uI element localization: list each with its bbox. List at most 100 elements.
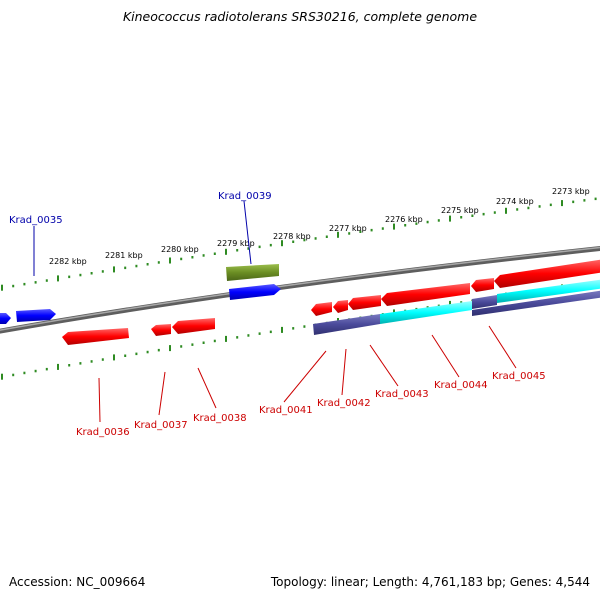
lower-scale-minor-tick: [12, 373, 15, 377]
upper-scale-minor-tick: [348, 232, 351, 235]
upper-label-leaders: [33, 200, 252, 276]
upper-scale-minor-tick: [516, 208, 519, 211]
leader-krad-0043: [369, 344, 399, 387]
upper-scale-minor-tick: [426, 220, 429, 224]
upper-scale-minor-tick: [258, 245, 261, 249]
upper-scale-minor-tick: [12, 284, 15, 288]
gene-arrow-krad-0039[interactable]: [229, 284, 281, 300]
upper-scale-minor-tick: [527, 206, 530, 210]
lower-scale-minor-tick: [68, 364, 71, 367]
upper-scale-minor-tick: [538, 205, 541, 208]
gene-arrow-krad-0037[interactable]: [151, 324, 171, 336]
upper-scale-ticks: [1, 197, 597, 291]
label-krad-0045[interactable]: Krad_0045: [492, 371, 546, 382]
lower-scale-minor-tick: [180, 345, 183, 348]
label-krad-0041[interactable]: Krad_0041: [259, 405, 313, 416]
upper-scale-minor-tick: [124, 266, 127, 270]
gene-arrow-partial[interactable]: [0, 313, 11, 324]
upper-scale-minor-tick: [482, 212, 485, 216]
leader-krad-0038: [197, 367, 217, 409]
cds-navy-right[interactable]: [472, 290, 600, 316]
lower-scale-minor-tick: [90, 360, 93, 363]
upper-scale-minor-tick: [572, 200, 575, 204]
scale-label-2279: 2279 kbp: [217, 239, 255, 248]
lower-scale-minor-tick: [23, 371, 26, 375]
label-krad-0038[interactable]: Krad_0038: [193, 413, 247, 424]
upper-scale-minor-tick: [493, 211, 496, 214]
upper-scale-minor-tick: [213, 252, 216, 255]
upper-scale-major-tick: [393, 223, 395, 230]
upper-scale-minor-tick: [381, 227, 384, 230]
lower-scale-minor-tick: [146, 350, 149, 354]
gene-arrow-krad-0036[interactable]: [62, 328, 129, 345]
lower-scale-minor-tick: [292, 327, 295, 330]
gene-arrow-krad-0041[interactable]: [311, 302, 332, 316]
label-krad-0036[interactable]: Krad_0036: [76, 427, 130, 438]
label-krad-0037[interactable]: Krad_0037: [134, 420, 188, 431]
upper-scale-major-tick: [1, 284, 3, 291]
upper-scale-major-tick: [561, 200, 563, 207]
genome-backbone-highlight: [0, 246, 600, 331]
upper-scale-minor-tick: [325, 235, 328, 238]
scale-label-2282: 2282 kbp: [49, 257, 87, 266]
upper-scale-minor-tick: [549, 203, 552, 207]
lower-scale-minor-tick: [213, 339, 216, 343]
feature-krad-0039-bar[interactable]: [226, 264, 279, 281]
upper-scale-minor-tick: [269, 243, 272, 247]
accession-text: Accession: NC_009664: [9, 575, 146, 589]
lower-scale-minor-tick: [34, 369, 37, 373]
lower-scale-minor-tick: [135, 352, 138, 356]
upper-scale-minor-tick: [359, 230, 362, 233]
gene-arrow-partial-right[interactable]: [494, 259, 600, 288]
upper-scale-minor-tick: [23, 282, 26, 286]
lower-scale-minor-tick: [79, 362, 82, 365]
cds-cyan-middle[interactable]: [380, 301, 472, 324]
label-krad-0035[interactable]: Krad_0035: [9, 215, 63, 226]
upper-scale-minor-tick: [68, 275, 71, 279]
scale-label-2273: 2273 kbp: [552, 187, 590, 196]
upper-scale-minor-tick: [303, 238, 306, 242]
gene-arrow-krad-0044[interactable]: [381, 283, 470, 306]
upper-scale-minor-tick: [191, 256, 194, 259]
scale-labels: 2282 kbp 2281 kbp 2280 kbp 2279 kbp 2278…: [49, 187, 590, 266]
upper-scale-minor-tick: [101, 270, 104, 273]
upper-scale-major-tick: [449, 215, 451, 222]
lower-scale-major-tick: [169, 345, 171, 352]
forward-genes: [0, 264, 281, 324]
gene-labels: Krad_0035 Krad_0039 Krad_0036 Krad_0037 …: [9, 191, 546, 438]
leader-krad-0042: [341, 348, 347, 396]
lower-scale-minor-tick: [101, 358, 104, 361]
upper-scale-minor-tick: [583, 199, 586, 202]
lower-scale-minor-tick: [303, 325, 306, 328]
gene-arrow-krad-0038[interactable]: [172, 318, 215, 334]
upper-scale-minor-tick: [157, 261, 160, 264]
upper-scale-minor-tick: [135, 264, 138, 268]
upper-scale-minor-tick: [180, 257, 183, 261]
cds-navy-mid[interactable]: [472, 295, 497, 309]
label-krad-0044[interactable]: Krad_0044: [434, 380, 488, 391]
scale-label-2274: 2274 kbp: [496, 197, 534, 206]
label-krad-0043[interactable]: Krad_0043: [375, 389, 429, 400]
lower-scale-major-tick: [57, 363, 59, 370]
upper-scale-minor-tick: [594, 197, 597, 201]
cds-cyan-right[interactable]: [497, 279, 600, 303]
cds-navy-left[interactable]: [313, 314, 380, 335]
upper-scale-minor-tick: [415, 222, 418, 225]
scale-label-2277: 2277 kbp: [329, 224, 367, 233]
upper-scale-minor-tick: [202, 254, 205, 257]
upper-scale-minor-tick: [460, 216, 463, 219]
lower-scale-minor-tick: [460, 301, 463, 304]
lower-scale-minor-tick: [236, 336, 239, 339]
upper-scale-minor-tick: [437, 219, 440, 222]
label-krad-0039[interactable]: Krad_0039: [218, 191, 272, 202]
upper-scale-minor-tick: [292, 240, 295, 243]
label-krad-0042[interactable]: Krad_0042: [317, 398, 371, 409]
upper-scale-minor-tick: [314, 237, 317, 240]
lower-scale-minor-tick: [269, 330, 272, 334]
upper-scale-minor-tick: [90, 272, 93, 275]
leader-krad-0039: [243, 200, 252, 265]
gene-arrow-krad-0042[interactable]: [333, 300, 348, 313]
gene-arrow-krad-0043[interactable]: [348, 295, 381, 310]
gene-arrow-krad-0045[interactable]: [471, 278, 494, 292]
gene-arrow-krad-0035[interactable]: [16, 309, 56, 322]
